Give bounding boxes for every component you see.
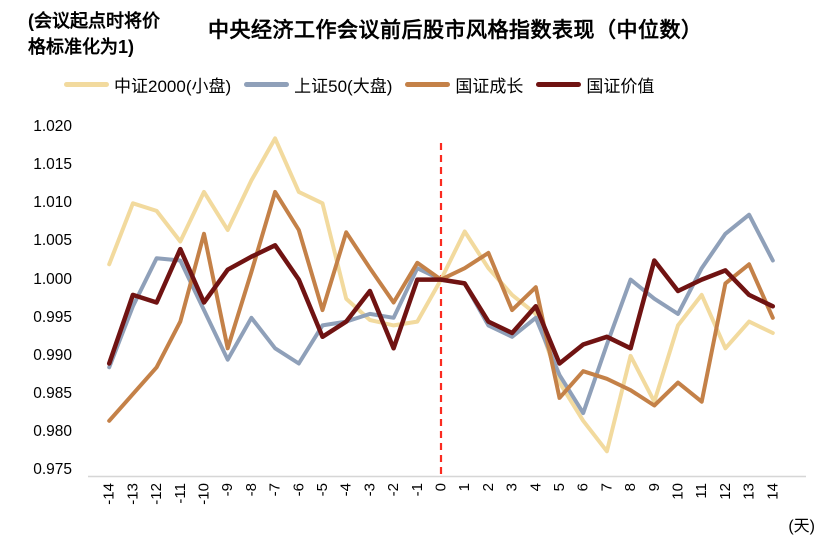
x-tick-label: 1 <box>456 483 473 491</box>
x-tick-label: 2 <box>480 483 497 491</box>
x-tick-label: -12 <box>148 483 165 505</box>
x-axis-unit-label: (天) <box>788 518 815 535</box>
legend-item: 上证50(大盘) <box>244 72 392 97</box>
series-line-4 <box>106 243 776 366</box>
x-tick-label: -14 <box>101 483 118 505</box>
legend-swatch <box>244 82 290 87</box>
chart-title: 中央经济工作会议前后股市风格指数表现（中位数） <box>208 19 703 42</box>
x-tick-label: -9 <box>219 483 236 496</box>
x-tick-label: -4 <box>338 483 355 496</box>
x-tick-label: 12 <box>717 483 734 500</box>
x-tick-label: 6 <box>575 483 592 491</box>
legend-item: 国证价值 <box>536 72 654 97</box>
x-tick-label: -6 <box>290 483 307 496</box>
x-tick-label: -8 <box>243 483 260 496</box>
x-tick-label: 10 <box>670 483 687 500</box>
legend-swatch <box>405 82 451 87</box>
y-tick-label: 1.000 <box>33 270 72 288</box>
x-tick-label: -13 <box>124 483 141 505</box>
legend-label: 国证成长 <box>455 77 524 96</box>
legend-swatch <box>536 82 582 87</box>
x-tick-label: -3 <box>361 483 378 496</box>
x-tick-label: 5 <box>551 483 568 491</box>
y-tick-label: 1.015 <box>33 156 72 174</box>
x-tick-label: 3 <box>504 483 521 491</box>
legend-label: 上证50(大盘) <box>294 77 393 96</box>
y-tick-label: 0.995 <box>33 308 72 326</box>
x-tick-label: 4 <box>527 483 544 491</box>
x-tick-label: -10 <box>196 483 213 505</box>
x-tick-label: 11 <box>693 483 710 499</box>
legend-item: 中证2000(小盘) <box>64 72 231 97</box>
x-tick-label: 7 <box>598 483 615 491</box>
y-tick-label: 0.975 <box>33 461 72 479</box>
normalization-note-line1: (会议起点时将价 <box>28 11 160 31</box>
x-tick-label: 9 <box>646 483 663 491</box>
y-tick-label: 0.985 <box>33 385 72 403</box>
y-tick-label: 1.010 <box>33 194 72 212</box>
normalization-note-line2: 格标准化为1) <box>28 37 135 57</box>
y-tick-label: 1.005 <box>33 232 72 250</box>
x-tick-label: -5 <box>314 483 331 496</box>
legend-label: 国证价值 <box>586 77 655 96</box>
normalization-note: (会议起点时将价 格标准化为1) <box>28 8 160 60</box>
x-tick-label: -2 <box>385 483 402 496</box>
x-tick-label: 8 <box>622 483 639 491</box>
y-tick-label: 0.990 <box>33 346 72 364</box>
x-tick-label: 13 <box>741 483 758 500</box>
y-tick-label: 0.980 <box>33 423 72 441</box>
x-tick-label: -7 <box>267 483 284 496</box>
x-tick-label: 14 <box>764 483 781 500</box>
y-tick-label: 1.020 <box>33 118 72 135</box>
legend-label: 中证2000(小盘) <box>114 77 232 96</box>
x-tick-label: 0 <box>433 483 450 491</box>
legend-item: 国证成长 <box>405 72 523 97</box>
x-tick-label: -1 <box>409 483 426 496</box>
legend-swatch <box>64 82 109 87</box>
legend: 中证2000(小盘) 上证50(大盘) 国证成长 国证价值 <box>64 72 654 97</box>
x-tick-label: -11 <box>172 483 189 504</box>
